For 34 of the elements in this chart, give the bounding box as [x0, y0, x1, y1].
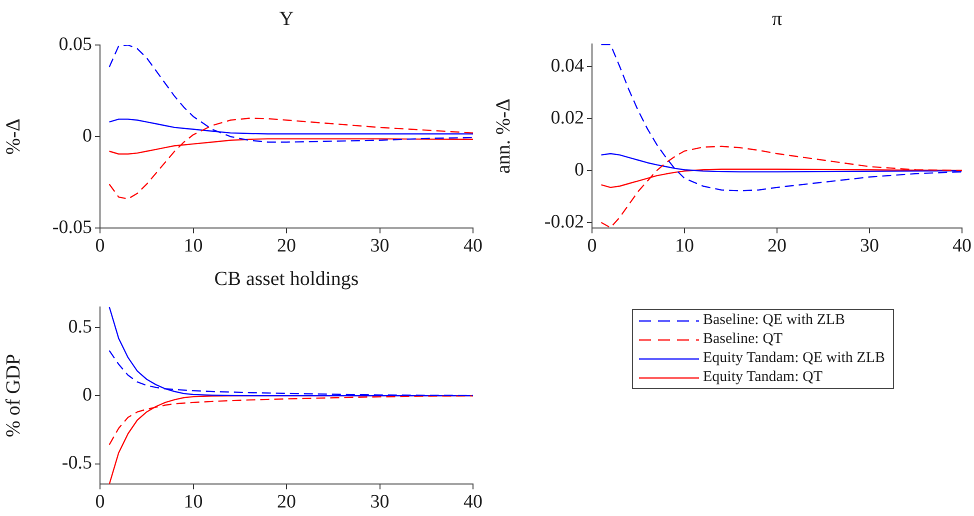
legend-label: Equity Tandam: QT [703, 369, 822, 386]
legend-label: Equity Tandam: QE with ZLB [703, 350, 885, 367]
legend-label: Baseline: QT [703, 331, 783, 348]
x-tick-label: 40 [952, 236, 972, 257]
y-axis-title: ann. %-Δ [492, 98, 514, 174]
chart-title: CB asset holdings [213, 268, 360, 291]
y-tick-label: 0 [574, 160, 584, 181]
x-tick-label: 30 [370, 492, 390, 513]
y-tick-label: -0.02 [544, 211, 584, 232]
y-tick-label: 0.02 [550, 108, 584, 129]
x-tick-label: 40 [464, 236, 482, 257]
chart-title: π [770, 8, 784, 31]
x-tick-label: 20 [277, 236, 296, 257]
x-tick-label: 40 [464, 492, 482, 513]
x-tick-label: 20 [277, 492, 296, 513]
x-tick-label: 30 [370, 236, 390, 257]
line-series [108, 45, 473, 143]
y-tick-label: -0.05 [52, 217, 92, 238]
x-tick-label: 20 [768, 236, 786, 257]
x-tick-label: 10 [675, 236, 694, 257]
y-tick-label: 0 [82, 126, 92, 147]
y-axis-title: %-Δ [2, 118, 24, 155]
x-tick-label: 10 [184, 492, 203, 513]
y-tick-label: 0.04 [550, 56, 584, 77]
x-tick-label: 30 [860, 236, 879, 257]
y-tick-label: 0.05 [58, 34, 92, 55]
y-tick-label: 0 [82, 384, 92, 406]
x-tick-label: 10 [184, 236, 203, 257]
y-tick-label: 0.5 [68, 316, 92, 338]
y-tick-label: -0.5 [62, 452, 92, 474]
chart-title: Y [278, 8, 295, 31]
y-axis-title: % of GDP [2, 354, 24, 438]
legend-label: Baseline: QE with ZLB [703, 312, 846, 329]
line-series [108, 118, 473, 200]
